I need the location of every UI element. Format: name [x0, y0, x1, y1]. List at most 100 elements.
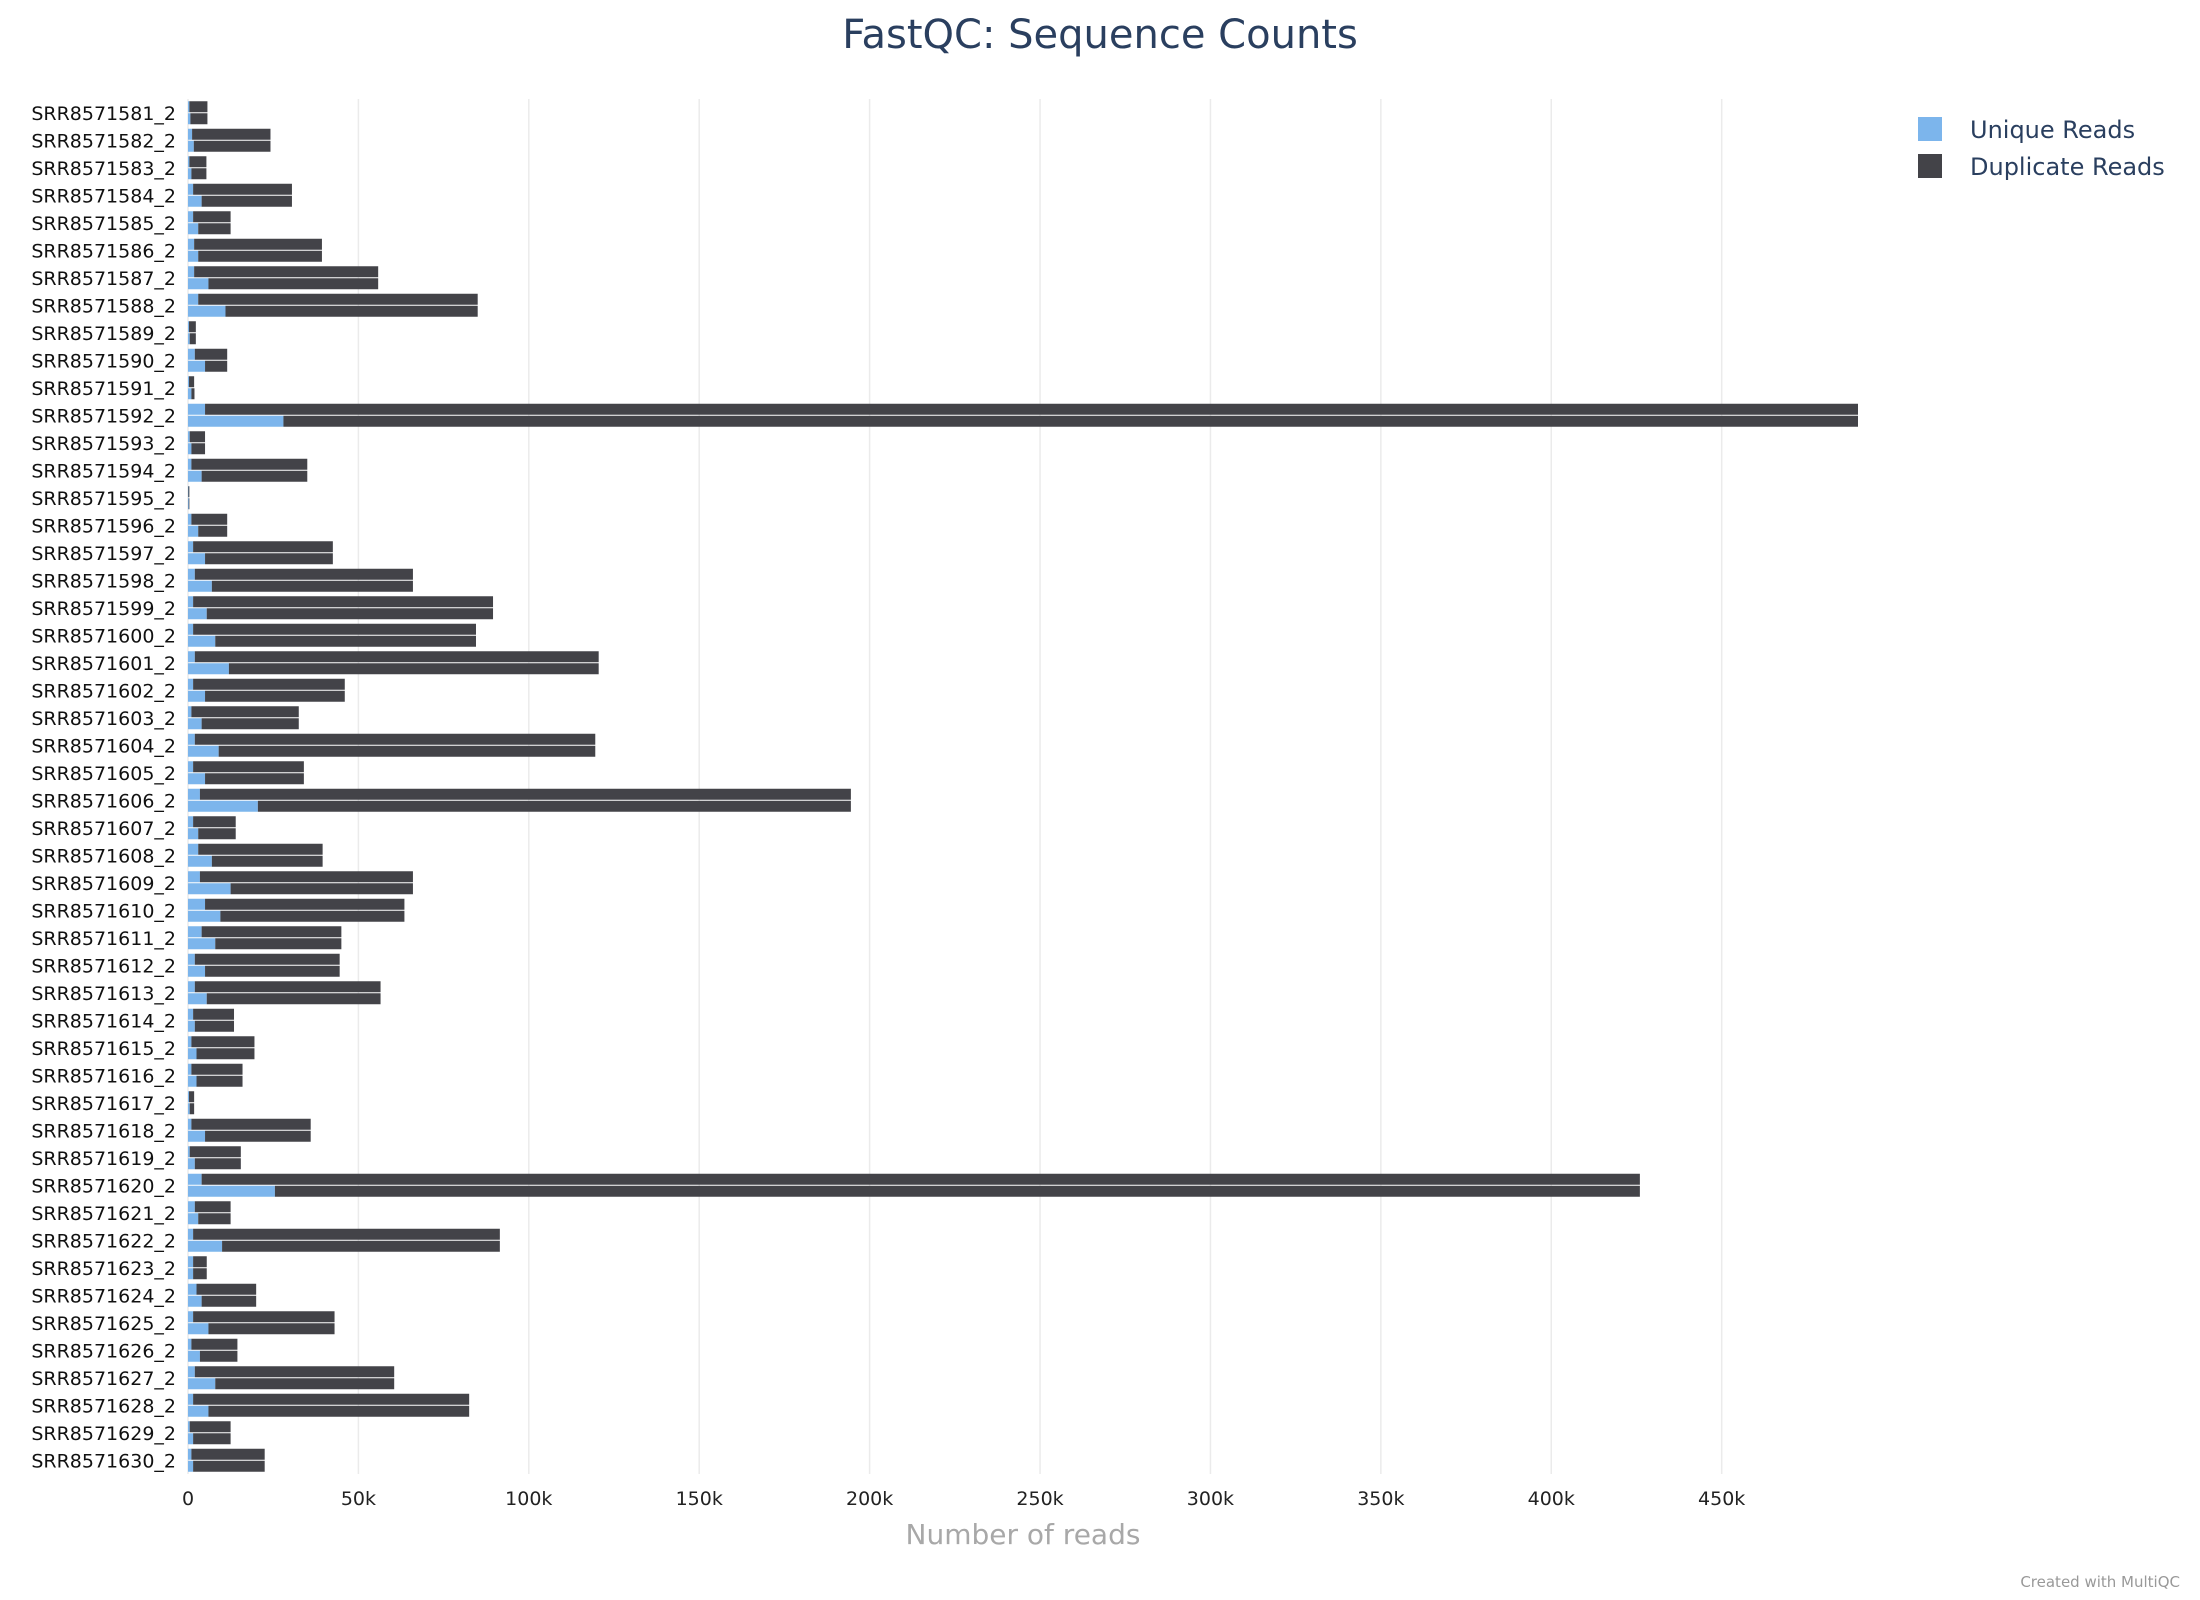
bar-unique[interactable]	[188, 183, 194, 195]
bar-duplicate[interactable]	[194, 953, 340, 965]
bar-unique[interactable]	[188, 828, 199, 840]
bar-unique[interactable]	[188, 293, 199, 305]
legend-label-duplicate[interactable]: Duplicate Reads	[1970, 153, 2165, 181]
bar-duplicate[interactable]	[201, 1173, 1640, 1185]
bar-unique[interactable]	[188, 938, 216, 950]
bar-unique[interactable]	[188, 1393, 194, 1405]
bar-duplicate[interactable]	[205, 553, 333, 565]
bar-duplicate[interactable]	[194, 266, 379, 278]
bar-unique[interactable]	[188, 635, 216, 647]
bar-unique[interactable]	[188, 678, 194, 690]
bar-unique[interactable]	[188, 800, 258, 812]
bar-unique[interactable]	[188, 1063, 192, 1075]
bar-duplicate[interactable]	[191, 443, 206, 455]
bar-duplicate[interactable]	[198, 1213, 231, 1225]
bar-duplicate[interactable]	[193, 1311, 335, 1323]
bar-duplicate[interactable]	[194, 568, 413, 580]
bar-duplicate[interactable]	[191, 1338, 238, 1350]
bar-unique[interactable]	[188, 993, 207, 1005]
bar-unique[interactable]	[188, 761, 194, 773]
bar-duplicate[interactable]	[189, 1421, 231, 1433]
bar-duplicate[interactable]	[211, 580, 413, 592]
bar-unique[interactable]	[188, 1256, 194, 1268]
bar-unique[interactable]	[188, 388, 192, 400]
bar-unique[interactable]	[188, 513, 192, 525]
bar-unique[interactable]	[188, 128, 193, 140]
bar-duplicate[interactable]	[201, 470, 308, 482]
bar-duplicate[interactable]	[193, 1228, 500, 1240]
bar-duplicate[interactable]	[193, 541, 333, 553]
bar-unique[interactable]	[188, 1103, 190, 1115]
bar-unique[interactable]	[188, 953, 195, 965]
bar-duplicate[interactable]	[191, 388, 195, 400]
bar-duplicate[interactable]	[194, 1366, 395, 1378]
bar-duplicate[interactable]	[205, 690, 345, 702]
bar-duplicate[interactable]	[205, 965, 340, 977]
bar-duplicate[interactable]	[194, 733, 596, 745]
bar-unique[interactable]	[188, 1130, 206, 1142]
bar-unique[interactable]	[188, 1185, 275, 1197]
bar-duplicate[interactable]	[191, 1063, 243, 1075]
bar-duplicate[interactable]	[188, 486, 190, 498]
bar-unique[interactable]	[188, 1366, 195, 1378]
bar-duplicate[interactable]	[201, 195, 292, 207]
bar-unique[interactable]	[188, 843, 199, 855]
bar-duplicate[interactable]	[194, 348, 228, 360]
bar-duplicate[interactable]	[193, 678, 345, 690]
bar-duplicate[interactable]	[190, 113, 208, 125]
bar-unique[interactable]	[188, 278, 209, 290]
bar-unique[interactable]	[188, 816, 194, 828]
bar-duplicate[interactable]	[205, 1130, 311, 1142]
bar-duplicate[interactable]	[228, 663, 599, 675]
bar-duplicate[interactable]	[208, 1405, 470, 1417]
bar-unique[interactable]	[188, 788, 200, 800]
bar-unique[interactable]	[188, 718, 202, 730]
bar-duplicate[interactable]	[194, 1158, 241, 1170]
bar-unique[interactable]	[188, 223, 199, 235]
bar-unique[interactable]	[188, 238, 195, 250]
bar-duplicate[interactable]	[193, 1393, 470, 1405]
bar-unique[interactable]	[188, 348, 195, 360]
bar-unique[interactable]	[188, 1311, 194, 1323]
bar-unique[interactable]	[188, 651, 195, 663]
bar-duplicate[interactable]	[205, 403, 1859, 415]
bar-unique[interactable]	[188, 113, 191, 125]
bar-duplicate[interactable]	[208, 278, 379, 290]
bar-duplicate[interactable]	[189, 321, 196, 333]
bar-unique[interactable]	[188, 266, 195, 278]
bar-duplicate[interactable]	[199, 1350, 238, 1362]
bar-duplicate[interactable]	[274, 1185, 1640, 1197]
bar-duplicate[interactable]	[194, 1020, 235, 1032]
bar-duplicate[interactable]	[193, 623, 476, 635]
bar-unique[interactable]	[188, 250, 199, 262]
bar-duplicate[interactable]	[189, 1146, 241, 1158]
bar-unique[interactable]	[188, 360, 206, 372]
bar-duplicate[interactable]	[199, 788, 851, 800]
bar-unique[interactable]	[188, 706, 192, 718]
bar-unique[interactable]	[188, 623, 194, 635]
bar-duplicate[interactable]	[193, 211, 231, 223]
bar-duplicate[interactable]	[193, 1268, 207, 1280]
bar-unique[interactable]	[188, 156, 190, 168]
bar-unique[interactable]	[188, 568, 195, 580]
bar-unique[interactable]	[188, 745, 219, 757]
bar-unique[interactable]	[188, 580, 212, 592]
bar-unique[interactable]	[188, 1448, 192, 1460]
bar-unique[interactable]	[188, 733, 195, 745]
bar-duplicate[interactable]	[211, 855, 323, 867]
bar-unique[interactable]	[188, 855, 212, 867]
bar-duplicate[interactable]	[193, 1433, 231, 1445]
bar-duplicate[interactable]	[196, 1075, 243, 1087]
bar-unique[interactable]	[188, 1075, 197, 1087]
bar-unique[interactable]	[188, 553, 206, 565]
bar-duplicate[interactable]	[194, 651, 599, 663]
bar-unique[interactable]	[188, 1283, 197, 1295]
legend[interactable]: Unique Reads Duplicate Reads	[1918, 116, 2165, 181]
bar-duplicate[interactable]	[191, 1118, 311, 1130]
bar-unique[interactable]	[188, 663, 229, 675]
bar-unique[interactable]	[188, 305, 226, 317]
bar-duplicate[interactable]	[191, 1448, 265, 1460]
bar-unique[interactable]	[188, 910, 221, 922]
bar-duplicate[interactable]	[193, 140, 271, 152]
bar-unique[interactable]	[188, 1008, 194, 1020]
